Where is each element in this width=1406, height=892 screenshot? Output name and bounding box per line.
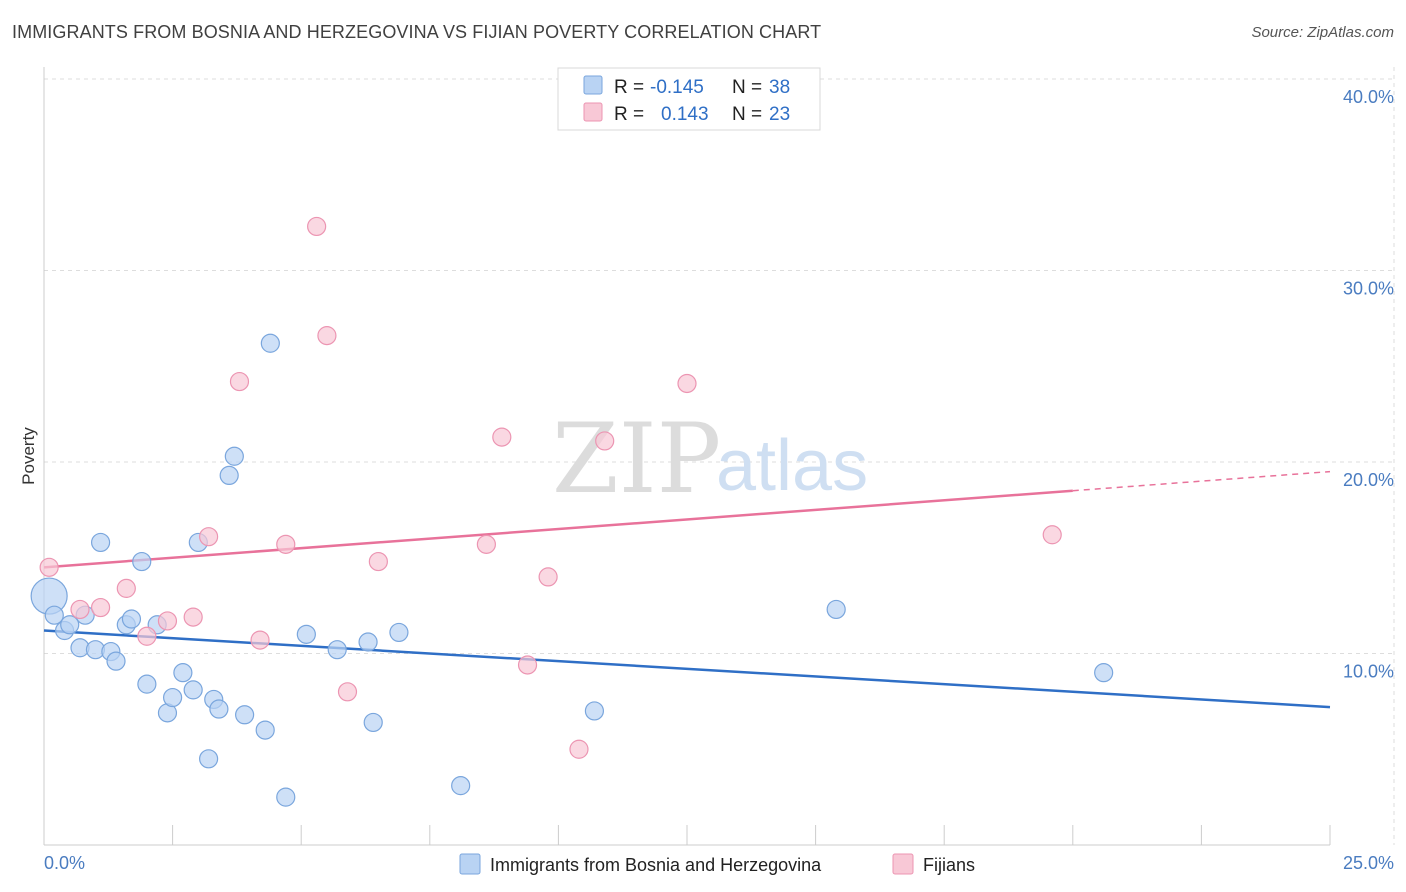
- fijians-point-7: [183, 607, 203, 627]
- chart-title: IMMIGRANTS FROM BOSNIA AND HERZEGOVINA V…: [12, 22, 822, 42]
- bosnia-point-35: [451, 776, 471, 796]
- source-credit: Source: ZipAtlas.com: [1251, 24, 1394, 41]
- legend-n-value-2: 23: [769, 104, 790, 125]
- fijians-point-8: [199, 527, 219, 547]
- legend-r-label-1: R =: [614, 77, 644, 98]
- series-label-fijians: Fijians: [923, 855, 975, 875]
- fijians-point-2: [70, 599, 90, 620]
- fijians-point-12: [307, 216, 327, 237]
- y-tick-label-4: 40.0%: [1343, 87, 1394, 107]
- bosnia-trend-line: [43, 629, 1331, 709]
- data-points: [30, 216, 1114, 807]
- bosnia-point-25: [224, 446, 244, 466]
- bosnia-point-21: [199, 749, 219, 769]
- bosnia-point-24: [219, 465, 239, 486]
- fijians-point-3: [90, 597, 111, 618]
- bosnia-point-4: [60, 615, 80, 635]
- bosnia-point-33: [363, 712, 383, 733]
- y-axis-label: Poverty: [19, 427, 38, 485]
- bosnia-point-38: [1094, 663, 1114, 683]
- fijians-point-13: [317, 326, 337, 346]
- fijians-point-16: [476, 534, 496, 554]
- fijians-point-5: [137, 626, 157, 646]
- fijians-point-14: [337, 682, 358, 702]
- y-tick-label-1: 10.0%: [1343, 662, 1394, 682]
- fijians-point-4: [116, 578, 136, 598]
- bosnia-point-37: [826, 599, 846, 620]
- fijians-point-22: [677, 373, 697, 394]
- bosnia-point-19: [183, 680, 203, 700]
- bosnia-point-36: [584, 701, 605, 721]
- y-tick-label-2: 20.0%: [1343, 470, 1394, 490]
- fijians-point-9: [229, 371, 250, 392]
- bosnia-point-17: [163, 687, 183, 708]
- bosnia-point-12: [121, 609, 142, 629]
- bosnia-point-13: [132, 551, 152, 572]
- legend-r-value-2: 0.143: [661, 104, 709, 125]
- watermark-atlas: atlas: [716, 426, 868, 506]
- bosnia-point-14: [137, 674, 157, 694]
- fijians-point-18: [517, 655, 538, 675]
- legend-n-label-1: N =: [732, 77, 762, 98]
- bosnia-point-23: [209, 699, 229, 719]
- tick-labels: 10.0% 20.0% 30.0% 40.0% 0.0% 25.0%: [44, 87, 1394, 873]
- fijians-point-21: [595, 431, 615, 451]
- x-tick-label-end: 25.0%: [1343, 853, 1394, 873]
- fijians-point-6: [157, 611, 178, 631]
- bosnia-point-30: [296, 624, 316, 644]
- series-swatch-bosnia: [459, 853, 481, 875]
- legend-n-value-1: 38: [769, 77, 790, 98]
- fijians-point-19: [538, 567, 558, 587]
- legend-r-label-2: R =: [614, 104, 644, 125]
- fijians-point-17: [492, 427, 512, 447]
- bosnia-point-34: [389, 622, 409, 643]
- legend-r-value-1: -0.145: [650, 77, 704, 98]
- fijians-trend-line: [43, 489, 1073, 569]
- legend-swatch-blue: [583, 75, 603, 95]
- x-tick-label-start: 0.0%: [44, 853, 85, 873]
- fijians-point-20: [569, 739, 589, 759]
- fijians-point-1: [39, 557, 59, 577]
- watermark-zip: ZIP: [552, 403, 721, 515]
- legend-swatch-pink: [583, 102, 603, 122]
- bosnia-point-31: [327, 640, 347, 660]
- bosnia-point-29: [276, 787, 296, 807]
- bosnia-point-10: [106, 651, 126, 671]
- bosnia-point-8: [90, 532, 111, 553]
- fijians-point-15: [368, 551, 388, 572]
- fijians-point-11: [276, 534, 296, 554]
- fijians-point-10: [250, 630, 270, 650]
- series-swatch-fijians: [892, 853, 914, 875]
- bosnia-point-2: [44, 605, 64, 625]
- fijians-point-23: [1042, 525, 1062, 545]
- correlation-legend: R = -0.145 N = 38 R = 0.143 N = 23: [557, 67, 821, 131]
- bosnia-point-18: [173, 663, 193, 683]
- legend-n-label-2: N =: [732, 104, 762, 125]
- fijians-trend-extension: [1072, 470, 1331, 492]
- bosnia-point-26: [235, 705, 255, 725]
- bosnia-point-27: [255, 720, 275, 740]
- bosnia-point-28: [260, 333, 280, 353]
- watermark: ZIP atlas: [552, 403, 868, 515]
- axes: [43, 67, 1331, 846]
- series-label-bosnia: Immigrants from Bosnia and Herzegovina: [490, 855, 822, 875]
- bosnia-point-32: [358, 632, 378, 652]
- series-legend: Immigrants from Bosnia and Herzegovina F…: [459, 853, 975, 875]
- y-tick-label-3: 30.0%: [1343, 279, 1394, 299]
